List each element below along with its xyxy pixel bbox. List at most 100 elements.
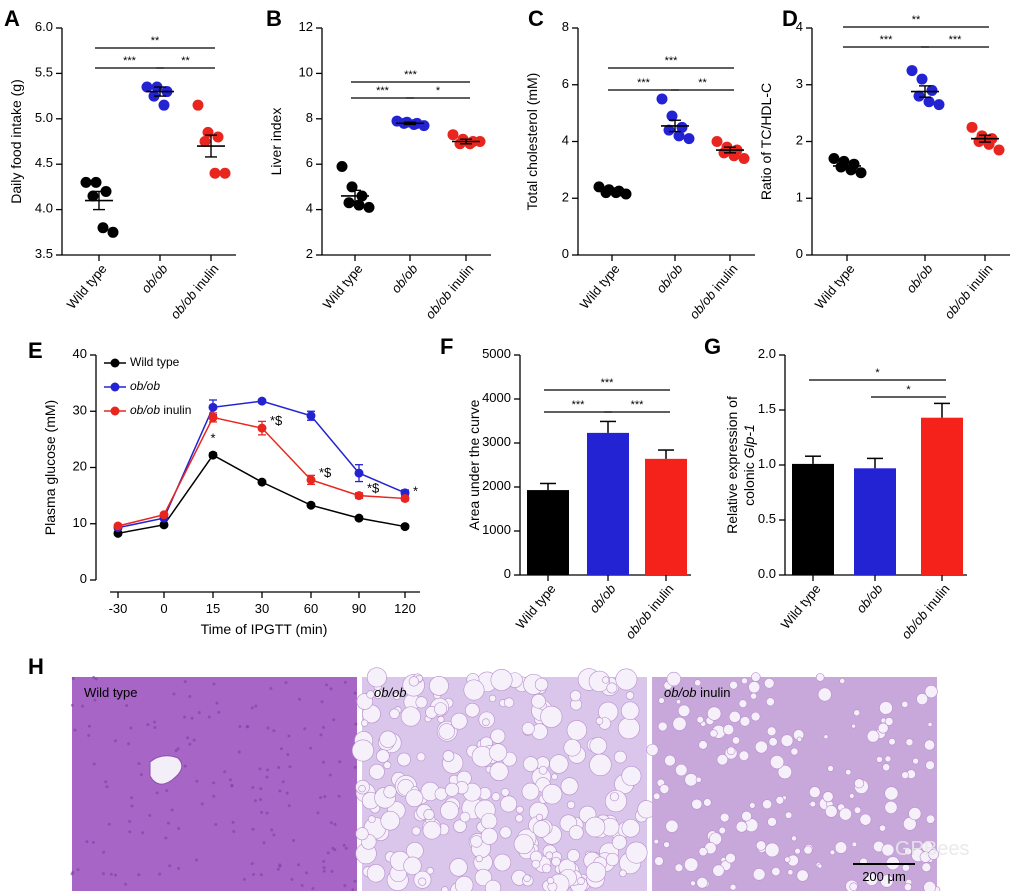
y-tick-label: 0 xyxy=(796,246,803,261)
x-tick-label: 60 xyxy=(304,601,318,616)
texture xyxy=(546,877,555,885)
y-axis-label: Plasma glucose (mM) xyxy=(42,400,58,535)
data-point xyxy=(208,450,218,460)
data-point xyxy=(113,521,123,531)
data-point xyxy=(828,153,840,165)
texture xyxy=(316,811,320,815)
texture xyxy=(584,816,606,838)
data-point xyxy=(993,144,1005,156)
texture xyxy=(549,754,569,774)
texture xyxy=(712,864,725,877)
significance-label: *** xyxy=(880,34,894,46)
texture xyxy=(839,807,852,821)
texture xyxy=(725,852,736,864)
texture xyxy=(265,811,269,815)
texture xyxy=(284,681,288,685)
texture xyxy=(322,866,326,870)
texture xyxy=(285,791,289,795)
texture xyxy=(253,799,257,803)
data-point xyxy=(835,161,847,173)
micrograph xyxy=(70,675,358,891)
texture xyxy=(344,846,348,850)
texture xyxy=(851,841,858,847)
texture xyxy=(882,763,891,772)
y-tick-label: 4000 xyxy=(482,390,511,405)
texture xyxy=(851,723,856,729)
texture xyxy=(76,868,80,872)
error-bar xyxy=(349,189,361,203)
texture xyxy=(332,718,336,722)
texture xyxy=(480,812,498,830)
texture xyxy=(353,765,357,769)
y-tick-label: 10 xyxy=(299,65,313,80)
error-bar xyxy=(540,482,556,491)
y-tick-label: 6 xyxy=(562,76,569,91)
texture xyxy=(325,683,329,687)
texture xyxy=(337,794,341,798)
significance-label: * xyxy=(875,367,880,379)
texture xyxy=(128,830,132,834)
texture xyxy=(698,740,708,750)
y-tick-label: 4 xyxy=(306,201,313,216)
texture xyxy=(566,720,588,741)
texture xyxy=(405,789,424,807)
texture xyxy=(321,760,325,764)
texture xyxy=(752,868,766,881)
data-point xyxy=(363,201,375,213)
texture xyxy=(876,756,883,763)
error-bar xyxy=(669,119,681,133)
x-tick-label: Wild type xyxy=(513,581,559,632)
data-point xyxy=(738,153,750,165)
texture xyxy=(450,712,468,730)
texture xyxy=(85,840,89,844)
texture xyxy=(259,787,263,791)
texture xyxy=(884,755,892,763)
texture xyxy=(165,789,169,793)
texture xyxy=(353,879,357,883)
data-point xyxy=(343,197,355,209)
texture xyxy=(429,676,449,696)
texture xyxy=(262,841,266,845)
data-point xyxy=(306,411,316,421)
texture xyxy=(755,840,767,851)
texture xyxy=(93,698,97,702)
texture xyxy=(454,876,474,891)
texture xyxy=(70,703,74,707)
texture xyxy=(490,728,506,744)
texture xyxy=(707,706,722,721)
texture xyxy=(358,784,366,793)
texture xyxy=(232,829,236,833)
texture xyxy=(329,821,333,825)
bar xyxy=(527,490,569,575)
data-point xyxy=(400,493,410,503)
texture xyxy=(338,760,342,764)
texture xyxy=(849,882,858,891)
texture xyxy=(523,756,539,772)
significance-label: *** xyxy=(601,377,615,389)
texture xyxy=(177,866,181,870)
texture xyxy=(709,729,718,738)
texture xyxy=(351,739,374,762)
texture xyxy=(620,701,640,721)
texture xyxy=(215,701,219,705)
texture xyxy=(490,668,513,691)
significance-label: *** xyxy=(631,399,645,411)
error-bar xyxy=(841,162,853,170)
texture xyxy=(749,802,756,809)
scale-bar-label: 200 μm xyxy=(862,869,906,884)
texture xyxy=(654,856,664,866)
texture xyxy=(408,676,419,687)
texture xyxy=(659,784,670,794)
texture xyxy=(137,762,141,766)
x-tick-label: Wild type xyxy=(577,261,623,312)
data-point xyxy=(107,226,119,238)
texture xyxy=(817,687,832,702)
texture xyxy=(839,678,846,684)
texture xyxy=(415,696,428,709)
y-tick-label: 8 xyxy=(562,19,569,34)
texture xyxy=(230,783,234,787)
y-axis-label: Daily food intake (g) xyxy=(8,79,24,204)
texture xyxy=(790,747,799,756)
texture xyxy=(849,793,855,799)
texture xyxy=(416,752,426,762)
